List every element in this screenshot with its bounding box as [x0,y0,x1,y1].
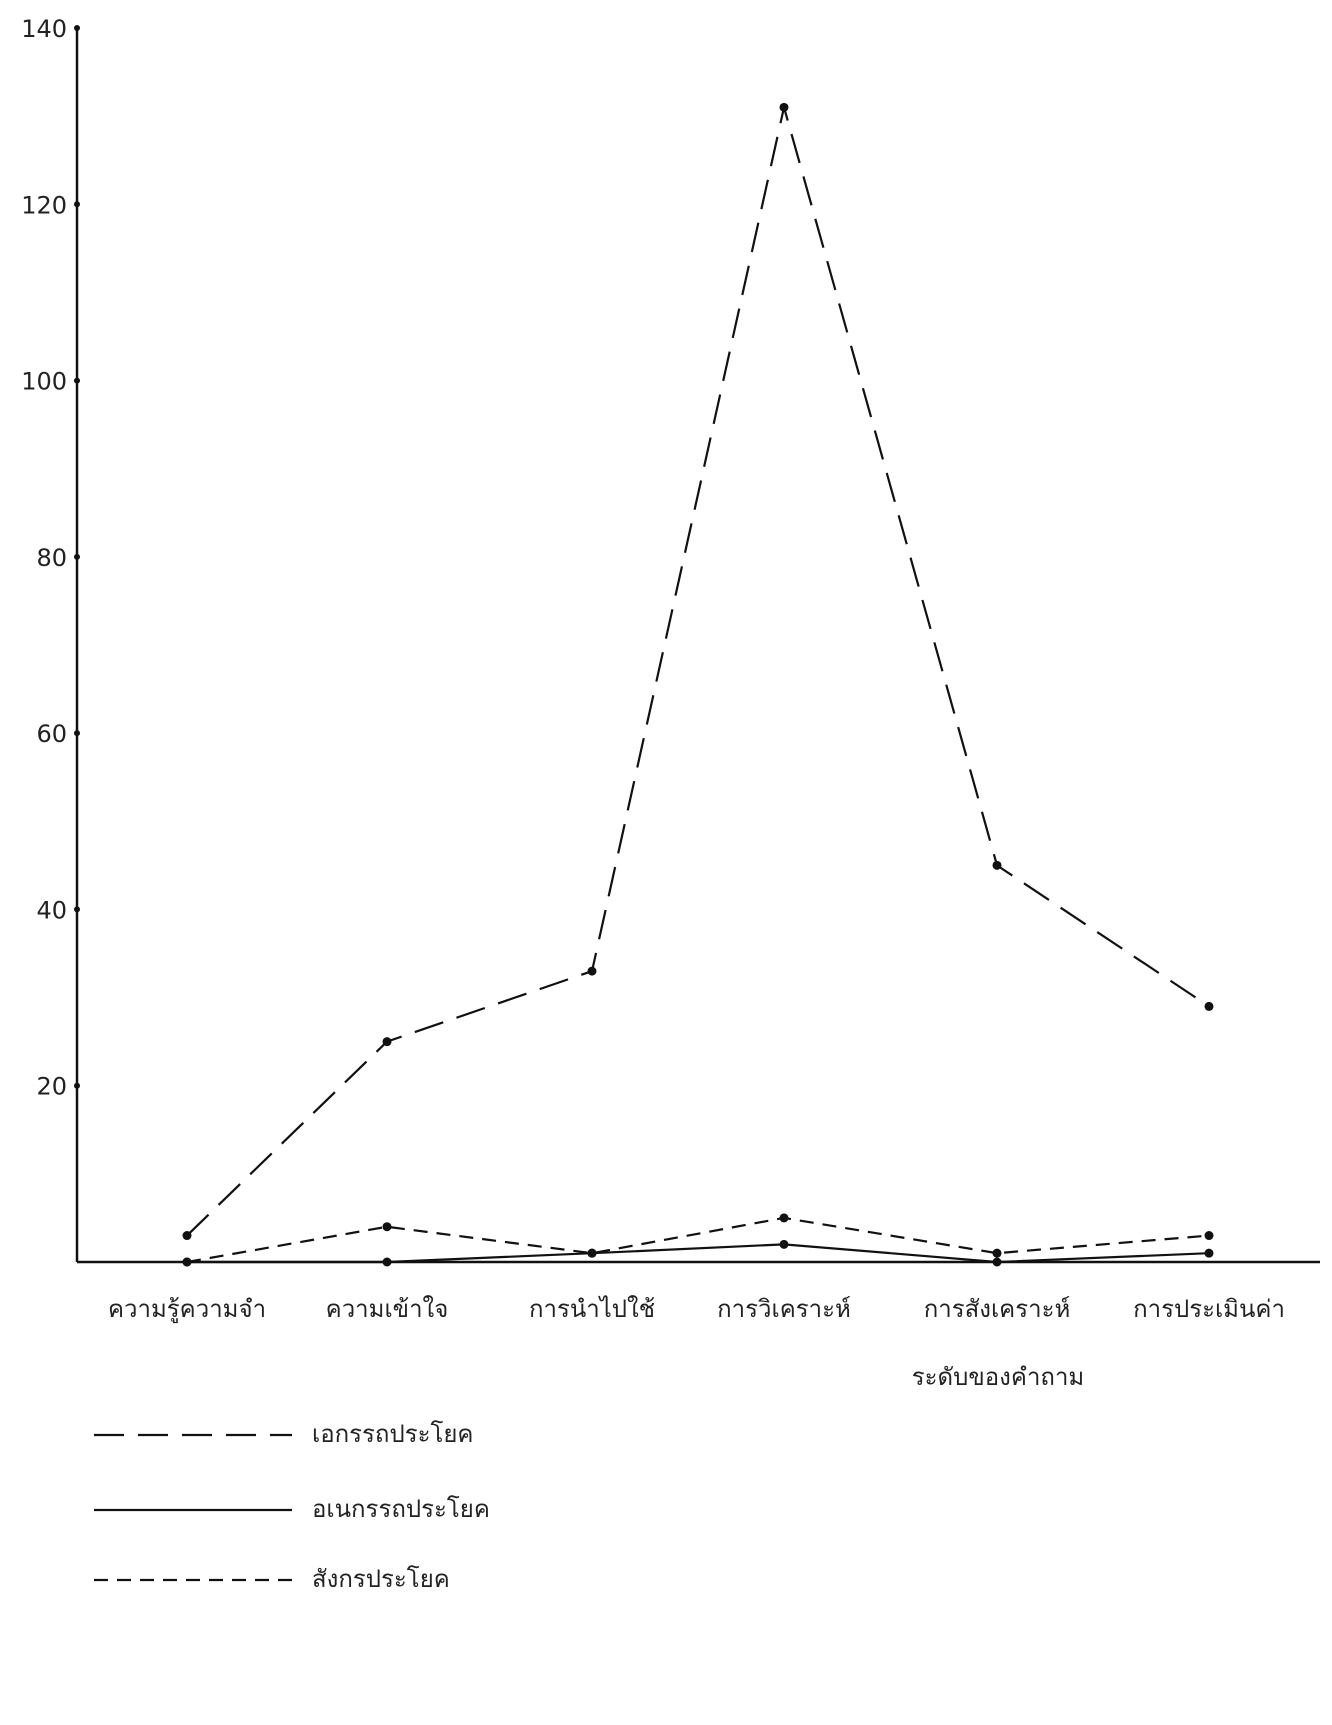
y-tick-label: 140 [21,15,67,43]
series-line [187,1243,1210,1264]
data-point [992,1257,1002,1267]
y-tick-label: 20 [36,1073,67,1101]
y-tick [74,377,80,384]
y-tick [74,906,80,913]
x-tick-label: การประเมินค่า [1133,1295,1285,1323]
y-tick-label: 60 [36,720,67,748]
legend-label: อเนกรรถประโยค [312,1495,490,1523]
y-tick [74,553,80,560]
y-tick-label: 80 [36,544,67,572]
x-tick-label: ความรู้ความจำ [108,1295,266,1324]
legend-label: เอกรรถประโยค [312,1420,473,1448]
y-tick [74,25,80,31]
y-tick-label: 100 [21,368,67,396]
data-point [992,1248,1002,1258]
data-point [992,860,1002,870]
data-point [1204,1001,1214,1011]
x-tick-label: ความเข้าใจ [326,1295,449,1323]
data-point [779,102,789,112]
y-tick [74,201,80,208]
y-tick [74,730,80,737]
y-tick-label: 40 [36,896,67,924]
data-point [779,1213,789,1223]
data-point [382,1257,392,1267]
data-point [382,1037,392,1047]
data-point [779,1239,789,1249]
y-tick-label: 120 [21,191,67,219]
data-point [587,1248,597,1258]
data-point [1204,1231,1214,1241]
y-tick [74,1082,80,1089]
series-line [186,1216,1210,1264]
legend-label: สังกรประโยค [312,1565,450,1593]
data-point [182,1257,192,1267]
x-tick-label: การนำไปใช้ [529,1295,655,1323]
data-point [182,1231,192,1241]
data-point [382,1222,392,1232]
data-point [587,966,597,976]
x-axis-title: ระดับของคำถาม [912,1363,1085,1391]
data-point [1204,1248,1214,1258]
series-line [186,107,1210,1237]
x-tick-label: การวิเคราะห์ [717,1295,851,1323]
x-tick-label: การสังเคราะห์ [924,1295,1071,1323]
